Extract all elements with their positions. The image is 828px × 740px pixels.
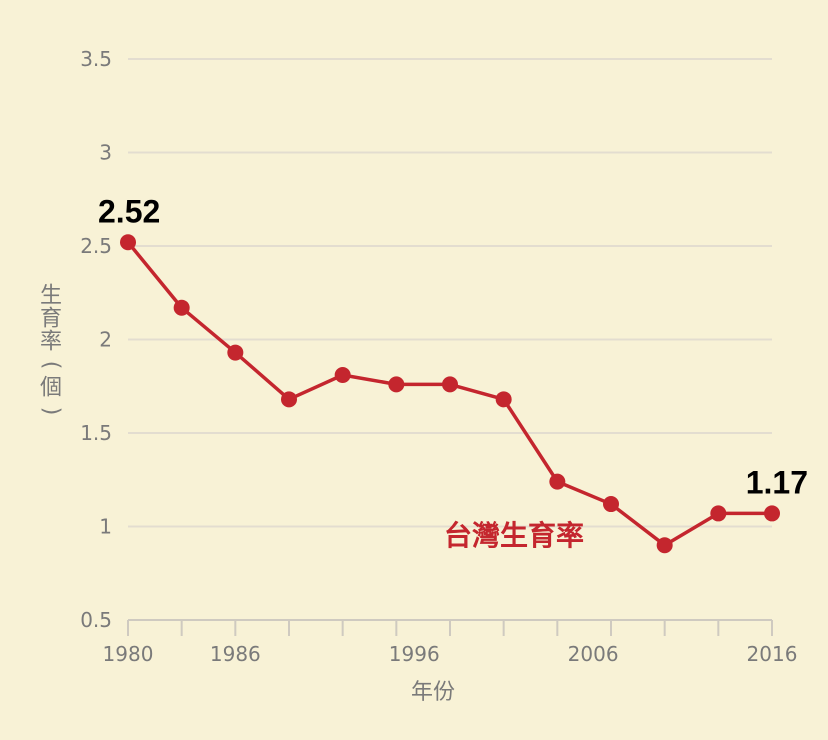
x-tick-label: 1986: [210, 642, 261, 666]
y-tick-label: 2: [99, 328, 112, 352]
data-point: [710, 505, 727, 522]
y-tick-label: 0.5: [80, 608, 112, 632]
x-axis-title: 年份: [411, 680, 455, 705]
y-axis-title-char: 生: [40, 284, 62, 309]
x-tick-label: 1980: [103, 642, 154, 666]
data-label: 2.52: [98, 193, 160, 229]
data-point: [495, 391, 512, 408]
x-axis-ticks: 1980 1986 1996 2006 2016: [103, 642, 798, 666]
data-point: [656, 537, 673, 554]
y-axis-title: 生育率 ( 個): [39, 284, 64, 416]
y-axis-title-char: 個: [40, 376, 62, 401]
data-point: [120, 234, 136, 251]
y-tick-label: 2.5: [80, 234, 112, 258]
data-point: [549, 473, 566, 490]
y-tick-label: 3.5: [80, 47, 112, 71]
data-point: [281, 391, 297, 408]
x-tick-label: 2016: [747, 642, 798, 666]
data-point: [442, 376, 458, 393]
y-axis-title-char: (: [39, 361, 64, 370]
x-tick-label: 2006: [568, 642, 619, 666]
y-axis-title-char: ): [39, 407, 64, 416]
gridlines: [128, 58, 772, 528]
y-axis-ticks: 0.5 1 1.5 2 2.5 3 3.5: [80, 47, 112, 632]
y-axis-title-char: 率: [40, 330, 62, 355]
data-point: [764, 505, 780, 522]
data-point: [334, 367, 351, 384]
y-tick-label: 1: [99, 515, 112, 539]
y-tick-label: 3: [99, 141, 112, 165]
x-axis: [127, 619, 773, 636]
data-point: [388, 376, 405, 393]
y-tick-label: 1.5: [80, 421, 112, 445]
data-point: [227, 344, 244, 361]
data-point: [173, 299, 190, 316]
data-label: 1.17: [746, 464, 808, 500]
data-point: [603, 496, 619, 513]
series-line: [126, 241, 772, 547]
y-axis-title-char: 育: [40, 307, 62, 332]
series-label: 台灣生育率: [444, 519, 584, 552]
annotation-group: 2.52 1.17: [98, 193, 808, 500]
series-group: [120, 234, 780, 554]
x-tick-label: 1996: [389, 642, 440, 666]
